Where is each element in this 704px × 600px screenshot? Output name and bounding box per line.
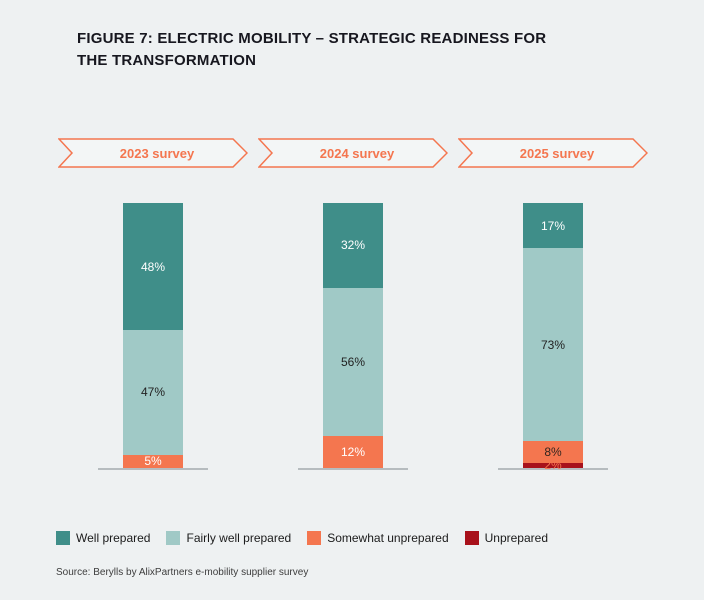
bar-2023: 48% 47% 5% (98, 203, 208, 470)
bar-segment: 17% (523, 203, 583, 249)
survey-banner: 2025 survey (458, 138, 648, 168)
segment-value-label: 12% (340, 445, 366, 460)
bar-baseline (98, 468, 208, 470)
legend-item: Well prepared (56, 531, 150, 545)
legend-item: Fairly well prepared (166, 531, 291, 545)
segment-value-label: 47% (140, 385, 166, 400)
stacked-bar: 17% 73% 8% 2% (523, 203, 583, 472)
source-note: Source: Berylls by AlixPartners e-mobili… (56, 567, 309, 578)
bar-2024: 32% 56% 12% (298, 203, 408, 470)
survey-banner: 2024 survey (258, 138, 448, 168)
bar-segment: 73% (523, 248, 583, 442)
bar-segment: 5% (123, 454, 183, 469)
legend-label: Somewhat unprepared (327, 531, 449, 545)
segment-value-label: 17% (540, 218, 566, 233)
chevron-banner-shape (258, 138, 448, 168)
bar-segment: 2% (523, 458, 583, 472)
survey-banner: 2023 survey (58, 138, 248, 168)
legend-item: Somewhat unprepared (307, 531, 449, 545)
figure-title: FIGURE 7: ELECTRIC MOBILITY – STRATEGIC … (77, 30, 547, 69)
survey-banner-label: 2024 survey (319, 145, 395, 161)
stacked-bar: 48% 47% 5% (123, 203, 183, 468)
legend-label: Well prepared (76, 531, 151, 545)
bar-segment: 32% (323, 203, 383, 288)
segment-value-label: 5% (144, 454, 162, 469)
legend-label: Fairly well prepared (186, 531, 292, 545)
survey-banner-label: 2025 survey (519, 145, 595, 161)
legend-swatch (166, 531, 181, 545)
segment-value-label: 73% (540, 337, 566, 352)
segment-value-label: 48% (140, 259, 166, 274)
bar-baseline (498, 468, 608, 470)
segment-value-label: 2% (544, 458, 562, 473)
segment-value-label: 8% (544, 445, 562, 460)
bar-segment: 48% (123, 203, 183, 331)
bar-segment: 47% (123, 330, 183, 455)
legend: Well prepared Fairly well prepared Somewha… (56, 531, 548, 545)
survey-banners: 2023 survey 2024 survey 2025 survey (58, 138, 648, 168)
legend-item: Unprepared (464, 531, 548, 545)
legend-swatch (56, 531, 70, 545)
bar-2025: 17% 73% 8% 2% (498, 203, 608, 472)
bar-segment: 8% (523, 441, 583, 463)
chevron-banner-shape (58, 138, 248, 168)
legend-swatch (464, 531, 479, 545)
bar-segment: 12% (323, 436, 383, 468)
segment-value-label: 56% (340, 354, 366, 369)
segment-value-label: 32% (340, 238, 366, 253)
bar-segment: 56% (323, 287, 383, 437)
legend-swatch (307, 531, 322, 545)
bar-baseline (298, 468, 408, 470)
survey-banner-label: 2023 survey (119, 145, 195, 161)
bars-area: 48% 47% 5% 32% 56% 12% 17% 73% 8% 2% (0, 203, 704, 472)
chevron-banner-shape (458, 138, 648, 168)
stacked-bar: 32% 56% 12% (323, 203, 383, 468)
legend-label: Unprepared (484, 531, 548, 545)
